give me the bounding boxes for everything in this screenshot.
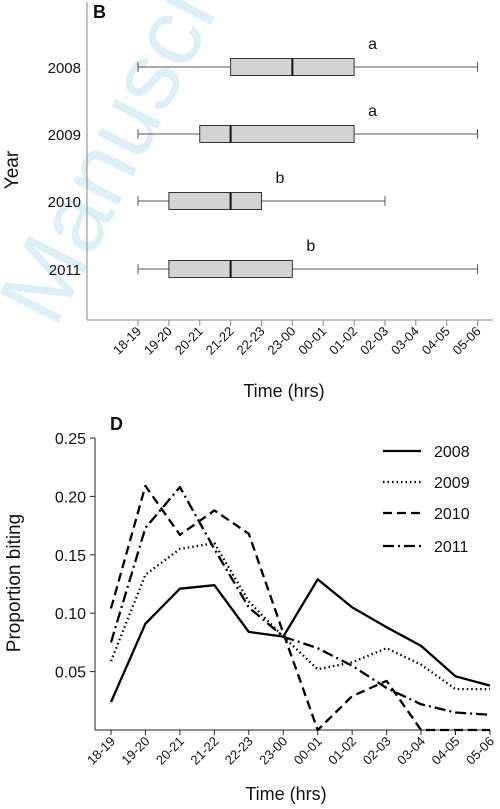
year-tick-label: 2011 (49, 262, 81, 279)
panel-d-xlabel: Time (hrs) (245, 784, 326, 804)
legend-label: 2009 (434, 475, 470, 492)
legend-label: 2008 (434, 444, 470, 461)
x-tick-label: 20-21 (172, 324, 206, 358)
x-tick-label: 03-04 (388, 324, 422, 358)
x-tick-label: 04-05 (429, 734, 463, 768)
legend-item-2010: 2010 (383, 506, 470, 523)
significance-letter: b (306, 238, 315, 255)
x-tick-label: 18-19 (110, 324, 144, 358)
year-tick-label: 2008 (48, 60, 81, 77)
legend-item-2009: 2009 (383, 475, 470, 492)
x-tick-label: 21-22 (203, 324, 237, 358)
significance-letter: a (368, 36, 377, 53)
x-tick-label: 23-00 (264, 324, 298, 358)
series-line-2009 (109, 541, 490, 691)
y-tick-label: 0.10 (55, 606, 86, 623)
iqr-box (168, 192, 262, 210)
watermark: Manuscript (0, 0, 287, 340)
x-tick-label: 05-06 (450, 324, 484, 358)
x-tick-label: 19-20 (141, 324, 175, 358)
box-2008: 2008 a (48, 36, 479, 77)
panel-b-xlabel: Time (hrs) (243, 381, 324, 401)
legend-item-2008: 2008 (383, 444, 470, 461)
legend-item-2011: 2011 (383, 539, 469, 556)
x-tick-label: 02-03 (360, 734, 394, 768)
boxplot-panel: B Year Time (hrs) 2008 a 2009 a 2010 b 2011 b 18… (2, 2, 493, 401)
x-tick-label: 22-23 (222, 734, 256, 768)
box-2011: 2011 b (49, 238, 479, 279)
series-line-2008 (109, 578, 491, 703)
panel-d-ylabel: Proportion biting (4, 514, 25, 652)
iqr-box (199, 125, 355, 143)
y-tick-label: 0.25 (55, 431, 86, 448)
x-tick-label: 21-22 (187, 734, 221, 768)
x-tick-label: 22-23 (233, 324, 267, 358)
x-tick-label: 20-21 (153, 734, 187, 768)
line-panel: D Proportion biting Time (hrs) 0.05 0.10 0… (4, 414, 497, 804)
y-tick-label: 0.20 (55, 489, 86, 506)
x-tick-label: 00-01 (291, 734, 325, 768)
significance-letter: b (275, 170, 284, 187)
box-2010: 2010 b (48, 170, 386, 211)
watermark-text: Manuscript (0, 0, 287, 340)
y-tick-label: 0.05 (55, 665, 86, 682)
x-tick-label: 18-19 (84, 734, 118, 768)
x-tick-label: 04-05 (419, 324, 453, 358)
legend-label: 2011 (434, 539, 469, 556)
year-tick-label: 2009 (48, 127, 81, 144)
x-tick-label: 01-02 (325, 734, 359, 768)
x-tick-label: 03-04 (394, 734, 428, 768)
panel-b-ylabel: Year (2, 150, 23, 189)
panel-d-label: D (110, 414, 123, 434)
box-2009: 2009 a (48, 103, 479, 144)
y-tick-label: 0.15 (55, 548, 86, 565)
x-tick-label: 05-06 (463, 734, 497, 768)
x-tick-label: 02-03 (357, 324, 391, 358)
x-tick-label: 19-20 (118, 734, 152, 768)
x-tick-label: 01-02 (326, 324, 360, 358)
legend-label: 2010 (434, 506, 470, 523)
x-tick-label: 00-01 (295, 324, 329, 358)
significance-letter: a (368, 103, 377, 120)
series-line-2010 (109, 484, 490, 732)
panel-b-label: B (93, 2, 106, 22)
x-tick-label: 23-00 (256, 734, 290, 768)
year-tick-label: 2010 (48, 194, 81, 211)
